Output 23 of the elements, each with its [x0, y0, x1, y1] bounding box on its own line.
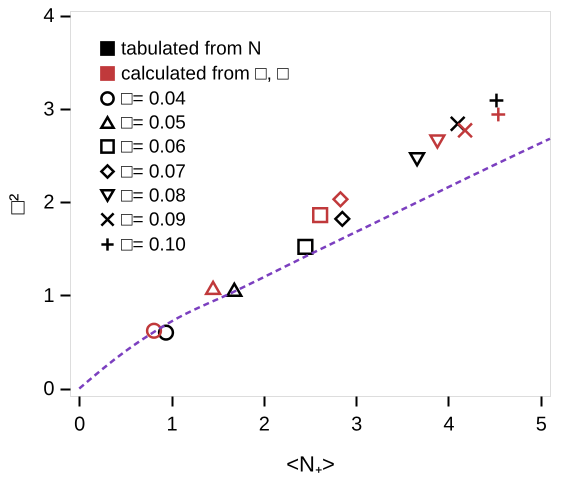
y-tick-label: 2 — [43, 192, 54, 214]
x-tick-label: 2 — [258, 414, 270, 436]
y-tick-label: 4 — [43, 5, 54, 28]
x-tick-label: 5 — [536, 414, 547, 436]
line-series — [78, 137, 552, 390]
legend-label: calculated from □, □ — [121, 64, 290, 84]
legend-label: □= 0.10 — [121, 234, 186, 256]
x-tick-label: 4 — [443, 414, 455, 436]
x-tick-label: 1 — [166, 414, 178, 436]
x-axis-title: <N₊> — [286, 452, 335, 476]
legend-label: □= 0.07 — [121, 162, 186, 182]
legend-label: □= 0.05 — [121, 112, 186, 134]
legend-label: □= 0.06 — [121, 136, 186, 158]
legend-label: tabulated from N — [121, 38, 262, 60]
y-axis-title: □² — [4, 194, 30, 214]
legend-label: □= 0.04 — [121, 88, 186, 110]
y-tick-label: 1 — [43, 284, 54, 307]
x-tick-label: 0 — [74, 414, 86, 436]
legend-label: □= 0.08 — [121, 186, 186, 206]
y-tick-label: 0 — [43, 378, 54, 400]
y-tick-label: 3 — [43, 98, 54, 120]
x-tick-label: 3 — [351, 414, 362, 436]
legend-label: □= 0.09 — [121, 210, 186, 230]
